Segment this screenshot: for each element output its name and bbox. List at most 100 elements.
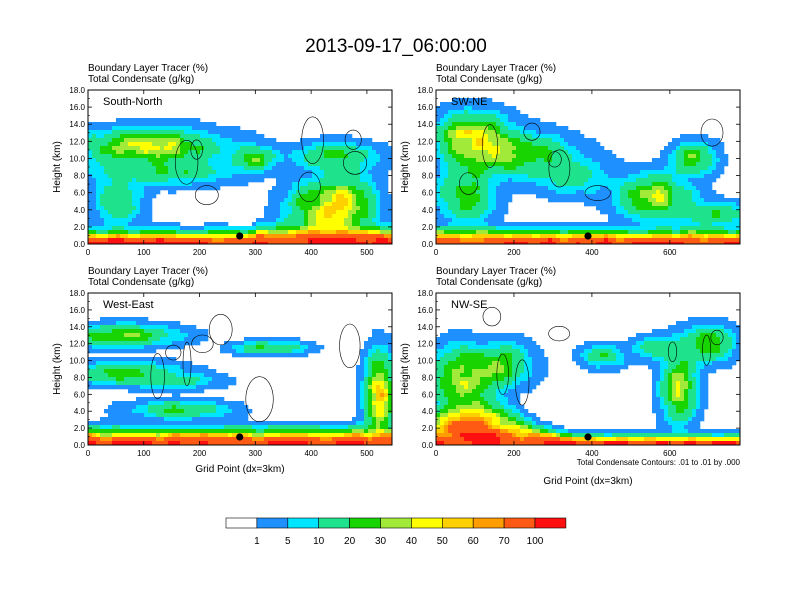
field-cell (300, 138, 305, 143)
field-cell (696, 198, 701, 203)
field-cell (384, 393, 389, 398)
field-cell (120, 162, 125, 167)
field-cell (232, 345, 237, 350)
field-cell (600, 226, 605, 231)
field-cell (248, 130, 253, 135)
field-cell (172, 230, 177, 235)
field-cell (156, 373, 161, 378)
field-cell (224, 170, 229, 175)
field-cell (464, 122, 469, 127)
field-cell (108, 186, 113, 191)
field-cell (120, 142, 125, 147)
field-cell (640, 170, 645, 175)
field-cell (516, 182, 521, 187)
x-tick-label: 600 (663, 248, 677, 257)
field-cell (576, 162, 581, 167)
field-cell (384, 198, 389, 203)
field-cell (200, 337, 205, 342)
field-cell (96, 154, 101, 159)
field-cell (564, 162, 569, 167)
field-cell (660, 222, 665, 227)
field-cell (140, 226, 145, 231)
field-cell (492, 118, 497, 123)
field-cell (152, 178, 157, 183)
field-cell (92, 142, 97, 147)
field-cell (536, 154, 541, 159)
field-cell (652, 230, 657, 235)
field-cell (212, 182, 217, 187)
field-cell (488, 230, 493, 235)
field-cell (136, 146, 141, 151)
field-cell (612, 154, 617, 159)
x-tick-label: 200 (193, 248, 207, 257)
field-cell (580, 198, 585, 203)
field-cell (148, 178, 153, 183)
field-cell (120, 190, 125, 195)
field-cell (192, 186, 197, 191)
field-cell (108, 194, 113, 199)
field-cell (464, 106, 469, 111)
field-cell (368, 178, 373, 183)
field-cell (372, 194, 377, 199)
field-cell (360, 186, 365, 191)
field-cell (88, 357, 93, 362)
field-cell (696, 146, 701, 151)
field-cell (676, 178, 681, 183)
field-cell (96, 138, 101, 143)
field-cell (600, 210, 605, 215)
field-cell (300, 182, 305, 187)
field-cell (604, 190, 609, 195)
field-cell (704, 170, 709, 175)
field-cell (572, 190, 577, 195)
field-cell (368, 385, 373, 390)
field-cell (308, 174, 313, 179)
field-cell (124, 158, 129, 163)
field-cell (140, 333, 145, 338)
field-cell (284, 353, 289, 358)
field-cell (444, 234, 449, 239)
field-cell (464, 206, 469, 211)
field-cell (292, 194, 297, 199)
field-cell (252, 234, 257, 239)
field-cell (220, 226, 225, 231)
field-cell (92, 202, 97, 207)
field-cell (180, 389, 185, 394)
field-cell (252, 150, 257, 155)
field-cell (360, 178, 365, 183)
field-cell (460, 118, 465, 123)
field-cell (88, 174, 93, 179)
field-cell (196, 174, 201, 179)
field-cell (336, 162, 341, 167)
field-cell (376, 170, 381, 175)
field-cell (276, 182, 281, 187)
field-cell (648, 226, 653, 231)
field-cell (696, 226, 701, 231)
field-cell (180, 142, 185, 147)
field-cell (312, 170, 317, 175)
field-cell (88, 385, 93, 390)
field-cell (452, 154, 457, 159)
field-cell (696, 150, 701, 155)
field-cell (196, 154, 201, 159)
field-cell (124, 126, 129, 131)
field-cell (128, 329, 133, 334)
field-cell (388, 373, 392, 378)
field-cell (240, 158, 245, 163)
field-cell (88, 381, 93, 386)
field-cell (464, 150, 469, 155)
field-cell (632, 182, 637, 187)
field-cell (176, 134, 181, 139)
field-cell (208, 122, 213, 127)
field-cell (376, 381, 381, 386)
field-cell (716, 158, 721, 163)
field-cell (308, 178, 313, 183)
field-cell (516, 126, 521, 131)
field-cell (200, 162, 205, 167)
field-cell (292, 182, 297, 187)
field-cell (192, 230, 197, 235)
field-cell (584, 162, 589, 167)
field-cell (484, 134, 489, 139)
field-cell (132, 218, 137, 223)
field-cell (332, 154, 337, 159)
field-cell (516, 138, 521, 143)
